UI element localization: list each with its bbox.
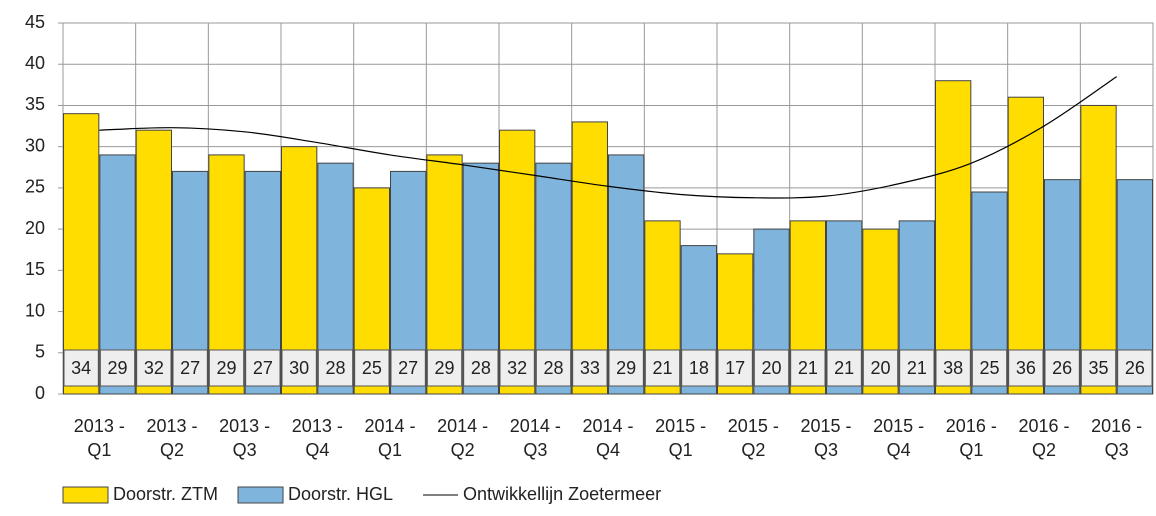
x-tick-label: 2016 - Q3 [1091, 416, 1143, 460]
y-tick-label: 15 [25, 259, 45, 279]
data-label-box [608, 349, 644, 387]
legend-label: Doorstr. ZTM [113, 484, 218, 504]
data-label: 29 [107, 358, 127, 378]
data-label-box [63, 349, 99, 387]
data-label-box [717, 349, 753, 387]
x-tick-label: 2013 - Q2 [146, 416, 198, 460]
y-tick-label: 5 [35, 342, 45, 362]
data-label: 29 [616, 358, 636, 378]
data-label-box [935, 349, 971, 387]
data-label: 27 [398, 358, 418, 378]
bar [1080, 104, 1117, 395]
y-tick-label: 35 [25, 94, 45, 114]
x-tick-label: 2014 - Q3 [509, 416, 561, 460]
data-label: 17 [725, 358, 745, 378]
data-label: 34 [71, 358, 91, 378]
data-label-box [971, 349, 1008, 387]
data-label: 21 [652, 358, 672, 378]
data-label-box [281, 349, 317, 387]
data-label: 26 [1125, 358, 1145, 378]
y-tick-label: 40 [25, 53, 45, 73]
data-label: 30 [289, 358, 309, 378]
bar [571, 121, 609, 395]
data-label: 26 [1052, 358, 1072, 378]
x-tick-label: 2016 - Q1 [945, 416, 997, 460]
trend-line [99, 76, 1118, 199]
data-label: 20 [870, 358, 890, 378]
data-label: 28 [471, 358, 491, 378]
bar [1007, 96, 1045, 395]
x-tick-label: 2015 - Q2 [727, 416, 779, 460]
x-tick-label: 2015 - Q3 [800, 416, 852, 460]
data-label: 21 [834, 358, 854, 378]
data-label-box [208, 349, 245, 387]
x-tick-label: 2014 - Q1 [364, 416, 416, 460]
data-label: 32 [144, 358, 164, 378]
data-label-box [790, 349, 826, 387]
x-tick-label: 2015 - Q1 [655, 416, 707, 460]
data-label-box [136, 349, 172, 387]
data-label-box [826, 349, 862, 387]
data-label-box [1044, 349, 1080, 387]
data-label-box [317, 349, 354, 387]
y-tick-label: 0 [35, 383, 45, 403]
data-label: 27 [180, 358, 200, 378]
data-label-box [572, 349, 608, 387]
data-label-box [1117, 349, 1153, 387]
legend-swatch [62, 486, 109, 504]
legend-label: Doorstr. HGL [288, 484, 393, 504]
x-tick-label: 2013 - Q3 [219, 416, 271, 460]
data-label: 28 [325, 358, 345, 378]
data-label-box [99, 349, 136, 387]
data-label: 35 [1088, 358, 1108, 378]
data-label: 38 [943, 358, 963, 378]
x-tick-label: 2013 - Q4 [291, 416, 343, 460]
data-label: 36 [1016, 358, 1036, 378]
data-label-box [753, 349, 790, 387]
data-label-box [172, 349, 208, 387]
data-label-box [354, 349, 390, 387]
data-label-box [499, 349, 535, 387]
bar [63, 113, 100, 395]
y-tick-label: 25 [25, 177, 45, 197]
data-label: 29 [216, 358, 236, 378]
data-label: 21 [907, 358, 927, 378]
data-label-box [899, 349, 935, 387]
legend-label: Ontwikkellijn Zoetermeer [463, 484, 661, 504]
y-tick-label: 10 [25, 300, 45, 320]
data-label-box [245, 349, 281, 387]
data-label: 21 [798, 358, 818, 378]
data-label: 25 [362, 358, 382, 378]
x-tick-label: 2015 - Q4 [873, 416, 925, 460]
legend-swatch [237, 486, 284, 504]
x-tick-label: 2014 - Q4 [582, 416, 634, 460]
y-tick-label: 30 [25, 135, 45, 155]
data-label: 32 [507, 358, 527, 378]
x-tick-label: 2014 - Q2 [437, 416, 489, 460]
data-label-box [681, 349, 717, 387]
bar [935, 80, 972, 395]
data-label-box [644, 349, 681, 387]
data-label: 25 [979, 358, 999, 378]
x-tick-label: 2016 - Q2 [1018, 416, 1070, 460]
data-label-box [426, 349, 463, 387]
data-label-box [390, 349, 426, 387]
data-label: 18 [689, 358, 709, 378]
y-tick-label: 45 [25, 12, 45, 32]
x-tick-label: 2013 - Q1 [73, 416, 125, 460]
data-label: 27 [253, 358, 273, 378]
data-label-box [463, 349, 499, 387]
data-label-box [862, 349, 899, 387]
data-label: 28 [543, 358, 563, 378]
data-label-box [535, 349, 572, 387]
data-label: 33 [580, 358, 600, 378]
data-label: 29 [434, 358, 454, 378]
y-tick-label: 20 [25, 218, 45, 238]
data-label-box [1008, 349, 1044, 387]
data-label: 20 [761, 358, 781, 378]
data-label-box [1080, 349, 1117, 387]
